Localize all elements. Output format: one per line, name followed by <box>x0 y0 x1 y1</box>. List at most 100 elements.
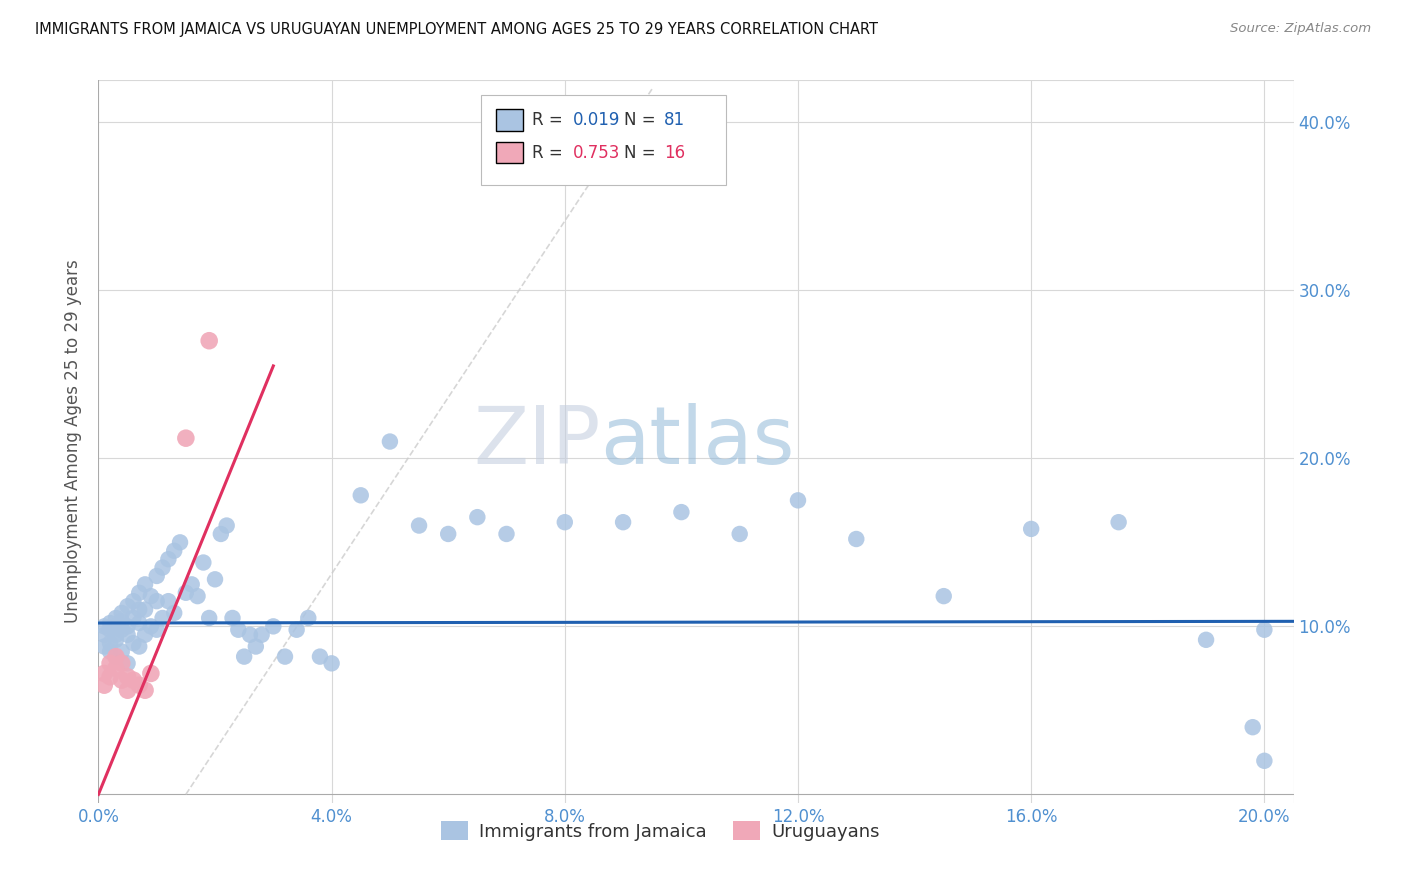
Point <box>250 628 273 642</box>
Point <box>104 649 127 664</box>
Legend: Immigrants from Jamaica, Uruguayans: Immigrants from Jamaica, Uruguayans <box>433 814 887 848</box>
Point <box>104 611 127 625</box>
Point <box>145 594 167 608</box>
Text: R =: R = <box>533 111 568 129</box>
Point <box>157 594 180 608</box>
Point <box>93 640 115 654</box>
Point <box>117 599 139 614</box>
Point <box>122 636 145 650</box>
Point <box>787 493 810 508</box>
FancyBboxPatch shape <box>496 109 523 131</box>
Point <box>612 515 634 529</box>
Point <box>204 572 226 586</box>
Point <box>98 644 121 658</box>
Point <box>193 556 215 570</box>
Point <box>104 628 127 642</box>
Point <box>274 649 297 664</box>
Point <box>128 640 150 654</box>
Point <box>139 589 162 603</box>
Point <box>93 619 115 633</box>
Point <box>128 602 150 616</box>
Point <box>174 586 197 600</box>
FancyBboxPatch shape <box>481 95 725 185</box>
Point <box>378 434 401 449</box>
Text: 16: 16 <box>664 144 685 161</box>
Point <box>104 619 127 633</box>
Text: N =: N = <box>624 111 661 129</box>
Point <box>728 527 751 541</box>
Point <box>495 527 517 541</box>
Text: R =: R = <box>533 144 568 161</box>
Point <box>134 628 156 642</box>
Point <box>111 615 134 629</box>
Point <box>169 535 191 549</box>
Point <box>104 661 127 675</box>
Point <box>1108 515 1130 529</box>
Point <box>93 666 115 681</box>
Point <box>145 569 167 583</box>
Point <box>437 527 460 541</box>
Point <box>117 670 139 684</box>
Point <box>1241 720 1264 734</box>
Point <box>104 649 127 664</box>
Point <box>128 678 150 692</box>
Point <box>98 615 121 630</box>
Point <box>408 518 430 533</box>
Point <box>1195 632 1218 647</box>
Point <box>215 518 238 533</box>
Point <box>245 640 267 654</box>
Point <box>111 623 134 637</box>
Point <box>145 623 167 637</box>
Point <box>117 657 139 671</box>
Point <box>98 657 121 671</box>
Point <box>671 505 693 519</box>
Text: 0.753: 0.753 <box>572 144 620 161</box>
FancyBboxPatch shape <box>496 142 523 163</box>
Point <box>554 515 576 529</box>
Point <box>845 532 868 546</box>
Point <box>117 683 139 698</box>
Text: ZIP: ZIP <box>472 402 600 481</box>
Point <box>122 611 145 625</box>
Point <box>262 619 284 633</box>
Point <box>152 611 174 625</box>
Point <box>180 577 202 591</box>
Point <box>228 623 250 637</box>
Point <box>321 657 343 671</box>
Point <box>198 334 221 348</box>
Text: N =: N = <box>624 144 661 161</box>
Point <box>1253 754 1275 768</box>
Point <box>111 644 134 658</box>
Point <box>221 611 243 625</box>
Point <box>93 678 115 692</box>
Y-axis label: Unemployment Among Ages 25 to 29 years: Unemployment Among Ages 25 to 29 years <box>65 260 83 624</box>
Point <box>1253 623 1275 637</box>
Point <box>350 488 373 502</box>
Point <box>285 623 308 637</box>
Point <box>134 683 156 698</box>
Point <box>134 577 156 591</box>
Point <box>163 543 186 558</box>
Point <box>128 615 150 630</box>
Point <box>233 649 256 664</box>
Point <box>98 623 121 637</box>
Text: 0.019: 0.019 <box>572 111 620 129</box>
Point <box>111 673 134 687</box>
Point <box>93 628 115 642</box>
Point <box>157 552 180 566</box>
Point <box>174 431 197 445</box>
Point <box>128 586 150 600</box>
Point <box>111 606 134 620</box>
Text: Source: ZipAtlas.com: Source: ZipAtlas.com <box>1230 22 1371 36</box>
Point <box>98 636 121 650</box>
Point <box>104 632 127 647</box>
Point <box>932 589 955 603</box>
Point <box>111 657 134 671</box>
Point <box>309 649 332 664</box>
Point <box>117 619 139 633</box>
Point <box>122 594 145 608</box>
Point <box>209 527 232 541</box>
Point <box>1019 522 1042 536</box>
Text: IMMIGRANTS FROM JAMAICA VS URUGUAYAN UNEMPLOYMENT AMONG AGES 25 TO 29 YEARS CORR: IMMIGRANTS FROM JAMAICA VS URUGUAYAN UNE… <box>35 22 879 37</box>
Text: 81: 81 <box>664 111 685 129</box>
